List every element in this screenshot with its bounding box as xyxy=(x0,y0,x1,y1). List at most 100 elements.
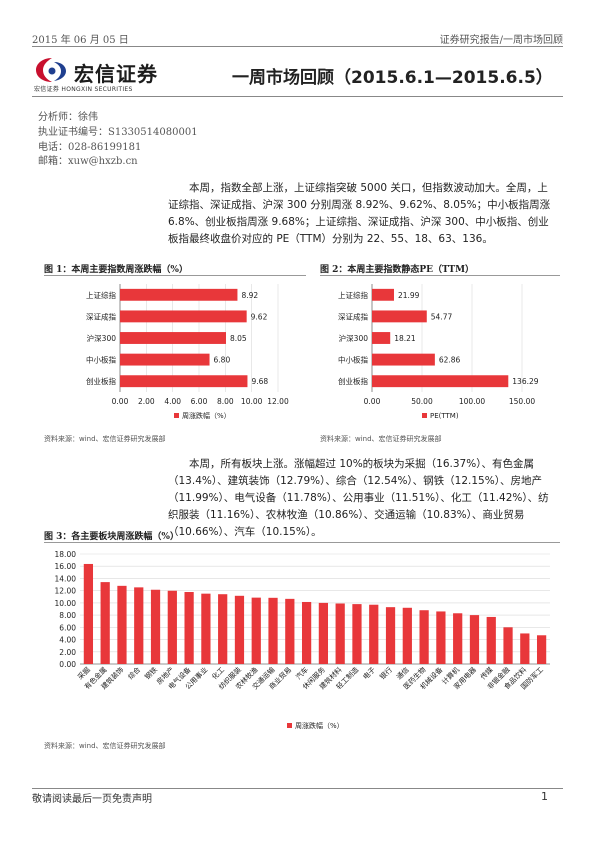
company-logo: 宏信证券 宏信证券 HONGXIN SECURITIES xyxy=(34,56,164,93)
bar xyxy=(372,332,391,344)
bar xyxy=(372,310,427,323)
x-tick-label: 2.00 xyxy=(138,397,155,406)
bar xyxy=(436,611,446,664)
figure-3-source: 资料来源：wind、宏信证券研究发展部 xyxy=(44,742,166,750)
paragraph-1-text: 本周，指数全部上涨，上证综指突破 5000 关口，但指数波动加大。全周，上证综指… xyxy=(168,182,551,245)
bar xyxy=(520,633,530,664)
bar xyxy=(201,593,211,664)
data-label: 6.80 xyxy=(214,356,231,365)
bar xyxy=(134,587,144,664)
bar xyxy=(335,603,345,664)
page-number: 1 xyxy=(541,790,548,803)
data-label: 8.92 xyxy=(241,291,258,300)
bar xyxy=(167,590,177,664)
y-tick-label: 12.00 xyxy=(55,587,77,596)
bar xyxy=(150,589,161,664)
y-tick-label: 8.00 xyxy=(59,611,76,620)
bar xyxy=(469,615,480,664)
figure-1-title: 图 1：本周主要指数周涨跌幅（%） xyxy=(44,265,188,275)
y-tick-label: 16.00 xyxy=(55,562,77,571)
analyst-phone: 电话：028-86199181 xyxy=(38,142,142,153)
figure-3-rule xyxy=(44,542,560,543)
legend-swatch xyxy=(422,413,427,418)
y-tick-label: 4.00 xyxy=(59,636,76,645)
y-tick-label: 10.00 xyxy=(55,599,77,608)
category-label: 银行 xyxy=(378,665,394,681)
x-tick-label: 12.00 xyxy=(267,397,289,406)
category-label: 沪深300 xyxy=(339,333,369,343)
bar xyxy=(120,288,238,301)
data-label: 21.99 xyxy=(398,291,420,300)
logo-subtitle: 宏信证券 HONGXIN SECURITIES xyxy=(34,86,133,93)
bar xyxy=(419,610,429,664)
figure-2-rule xyxy=(320,275,560,276)
legend-label: PE(TTM) xyxy=(430,412,459,420)
data-label: 9.68 xyxy=(251,377,268,386)
footer-divider xyxy=(32,788,563,789)
data-label: 136.29 xyxy=(512,377,538,386)
data-label: 8.05 xyxy=(230,334,247,343)
bar xyxy=(372,375,509,388)
disclaimer-note: 敬请阅读最后一页免责声明 xyxy=(32,794,152,805)
x-tick-label: 150.00 xyxy=(509,397,535,406)
bar xyxy=(453,613,463,664)
figure-2-title: 图 2：本周主要指数静态PE（TTM） xyxy=(320,265,475,275)
category-label: 电子 xyxy=(361,665,377,681)
bar xyxy=(120,353,210,366)
bar xyxy=(120,375,248,388)
category-label: 中小板指 xyxy=(338,355,368,365)
report-category: 证券研究报告/一周市场回顾 xyxy=(439,35,563,46)
x-tick-label: 8.00 xyxy=(217,397,234,406)
y-tick-label: 14.00 xyxy=(55,574,77,583)
legend-swatch xyxy=(174,413,179,418)
analyst-license: 执业证书编号：S1330514080001 xyxy=(38,127,198,138)
bar xyxy=(372,288,394,301)
y-tick-label: 0.00 xyxy=(59,660,76,669)
analyst-email: 邮箱：xuw@hxzb.cn xyxy=(38,156,138,167)
bar xyxy=(234,595,245,664)
data-label: 18.21 xyxy=(394,334,416,343)
legend-label: 周涨跌幅（%） xyxy=(295,721,344,730)
bar xyxy=(301,601,312,664)
y-tick-label: 2.00 xyxy=(59,648,76,657)
category-label: 创业板指 xyxy=(86,376,116,386)
x-tick-label: 6.00 xyxy=(191,397,208,406)
data-label: 62.86 xyxy=(439,356,461,365)
bar xyxy=(352,604,362,664)
bar xyxy=(117,585,127,664)
bar xyxy=(536,635,547,664)
x-tick-label: 100.00 xyxy=(459,397,485,406)
x-tick-label: 4.00 xyxy=(164,397,181,406)
logo-name: 宏信证券 xyxy=(74,62,158,86)
figure-3-title: 图 3：各主要板块周涨跌幅（%） xyxy=(44,532,179,542)
category-label: 上证综指 xyxy=(338,290,368,300)
logo-mark-icon xyxy=(36,58,66,82)
bar xyxy=(120,332,226,344)
data-label: 54.77 xyxy=(431,312,453,321)
bar xyxy=(218,594,228,664)
category-label: 沪深300 xyxy=(87,333,117,343)
y-tick-label: 18.00 xyxy=(55,550,77,559)
x-tick-label: 50.00 xyxy=(411,397,433,406)
analyst-name: 分析师：徐伟 xyxy=(38,112,98,123)
category-label: 上证综指 xyxy=(86,290,116,300)
summary-paragraph-2: 本周，所有板块上涨。涨幅超过 10%的板块为采掘（16.37%）、有色金属（13… xyxy=(168,456,553,541)
bar xyxy=(251,597,261,664)
figure-1-source: 资料来源：wind、宏信证券研究发展部 xyxy=(44,435,166,443)
x-tick-label: 10.00 xyxy=(241,397,263,406)
title-divider xyxy=(32,96,563,97)
summary-paragraph-1: 本周，指数全部上涨，上证综指突破 5000 关口，但指数波动加大。全周，上证综指… xyxy=(168,180,553,248)
category-label: 中小板指 xyxy=(86,355,116,365)
bar xyxy=(268,597,278,664)
bar xyxy=(385,607,396,664)
header-divider xyxy=(32,46,563,47)
bar xyxy=(285,598,295,664)
bar xyxy=(503,627,513,664)
figure-1-chart: 0.00 2.00 4.00 6.00 8.00 10.00 12.00 上证综指 8.92 深证… xyxy=(86,284,289,420)
bar xyxy=(184,592,194,664)
category-label: 深证成指 xyxy=(86,311,116,321)
report-title: 一周市场回顾（2015.6.1—2015.6.5） xyxy=(232,68,553,88)
bar xyxy=(486,616,496,664)
legend-swatch xyxy=(287,723,292,728)
paragraph-2-text: 本周，所有板块上涨。涨幅超过 10%的板块为采掘（16.37%）、有色金属（13… xyxy=(168,458,549,538)
